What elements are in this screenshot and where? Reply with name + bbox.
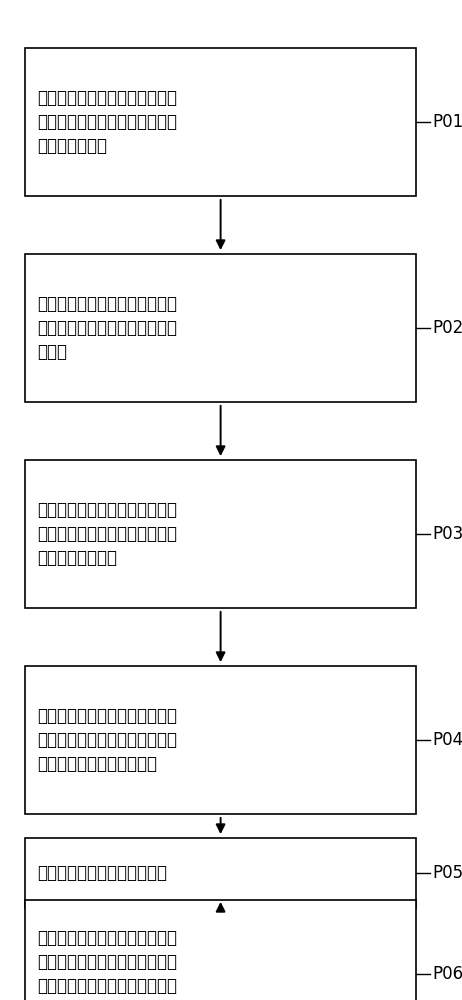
Text: P02: P02 xyxy=(432,319,462,337)
Text: 依据上述这组饱和度调整输出色
彩及上述这组相对色温调整参数
得到一组色温调整输出色彩: 依据上述这组饱和度调整输出色 彩及上述这组相对色温调整参数 得到一组色温调整输出… xyxy=(37,707,177,773)
Bar xyxy=(25,48,416,196)
Text: 接收一组输入色彩，并依据上述
这组输入色彩的色相得到对应的
饱和度调整参数: 接收一组输入色彩，并依据上述 这组输入色彩的色相得到对应的 饱和度调整参数 xyxy=(37,89,177,155)
Text: P06: P06 xyxy=(432,965,462,983)
Bar xyxy=(25,900,416,1000)
Text: P03: P03 xyxy=(432,525,462,543)
Text: 接收目标色温，并依据目标色温
及显示装置的原始光学特性得到
一组相对色温参数: 接收目标色温，并依据目标色温 及显示装置的原始光学特性得到 一组相对色温参数 xyxy=(37,501,177,567)
Text: 依据环境光亮得到亮度调整值: 依据环境光亮得到亮度调整值 xyxy=(37,864,167,882)
Text: 依据上述这组输入色彩及饱和度
调整参数得到一组饱和度调整输
出色彩: 依据上述这组输入色彩及饱和度 调整参数得到一组饱和度调整输 出色彩 xyxy=(37,295,177,361)
Bar xyxy=(25,838,416,908)
Text: P05: P05 xyxy=(432,864,462,882)
Text: 依据上述这组饱和度调整输出色
彩、上述这组色温调整输出色彩
或亮度调整值，改变显示装置的
饱和度、色温或亮度: 依据上述这组饱和度调整输出色 彩、上述这组色温调整输出色彩 或亮度调整值，改变显… xyxy=(37,929,177,1000)
Bar xyxy=(25,460,416,608)
Text: P01: P01 xyxy=(432,113,462,131)
Text: P04: P04 xyxy=(432,731,462,749)
Bar xyxy=(25,666,416,814)
Bar xyxy=(25,254,416,402)
